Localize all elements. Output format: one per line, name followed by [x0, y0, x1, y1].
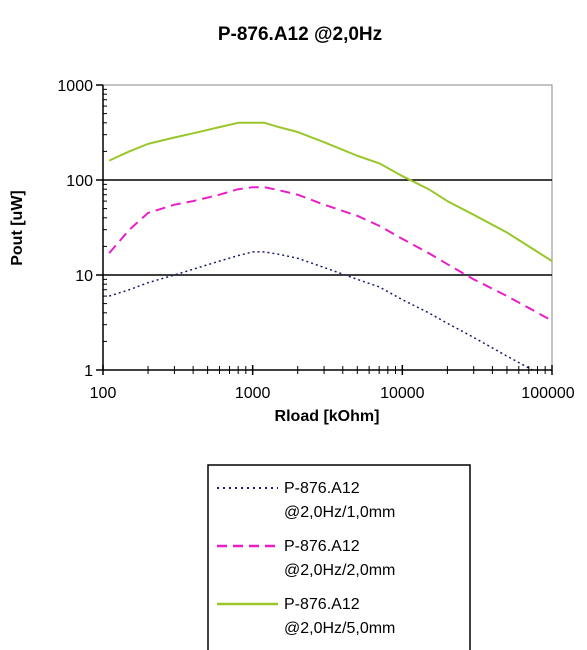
series-line-2	[108, 186, 552, 322]
series-group	[108, 121, 552, 370]
y-tick-label: 10	[75, 268, 93, 285]
legend: P-876.A12 @2,0Hz/1,0mm P-876.A12 @2,0Hz/2,0…	[207, 464, 471, 650]
y-tick-label: 1	[84, 363, 93, 380]
x-tick-label: 100000	[521, 385, 574, 402]
legend-label-3-line1: P-876.A12	[284, 596, 360, 613]
chart-title: P-876.A12 @2,0Hz	[218, 24, 382, 45]
legend-label-2-line2: @2,0Hz/2,0mm	[284, 562, 395, 579]
plot-area	[102, 84, 553, 371]
series-line-1	[108, 251, 534, 370]
x-axis-label: Rload [kOhm]	[275, 408, 380, 425]
x-tick-label: 100	[90, 385, 117, 402]
axes-group: 1 10 100 1000 100 1000 10000 100000	[57, 78, 574, 402]
gridlines	[103, 179, 552, 276]
legend-label-3-line2: @2,0Hz/5,0mm	[284, 620, 395, 637]
y-axis-label: Pout [uW]	[9, 190, 26, 266]
legend-label-2-line1: P-876.A12	[284, 538, 360, 555]
y-tick-label: 100	[66, 173, 93, 190]
legend-label-1-line2: @2,0Hz/1,0mm	[284, 504, 395, 521]
x-tick-label: 1000	[235, 385, 271, 402]
legend-box	[207, 464, 471, 650]
x-tick-label: 10000	[380, 385, 425, 402]
legend-label-1-line1: P-876.A12	[284, 480, 360, 497]
series-line-3	[108, 121, 552, 262]
y-tick-label: 1000	[57, 78, 93, 95]
